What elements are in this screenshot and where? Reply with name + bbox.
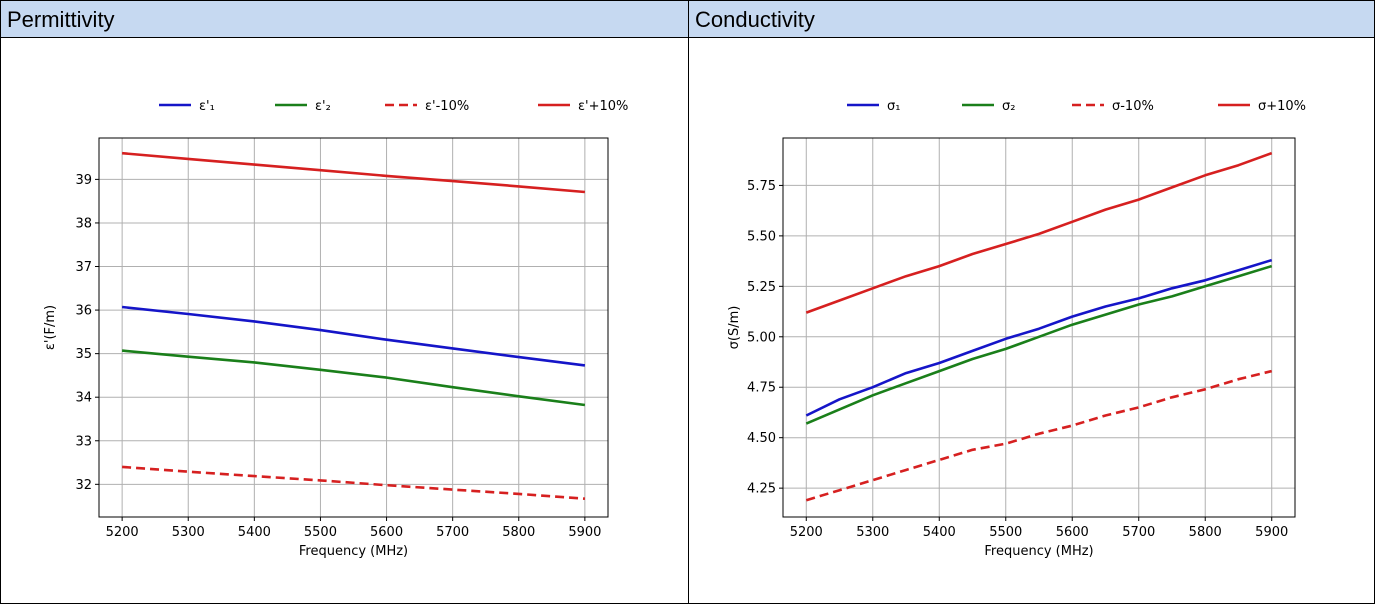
y-tick-label: 34 [75,391,92,406]
legend-label-2: σ-10% [1112,99,1154,114]
y-tick-label: 39 [75,173,92,188]
x-tick-label: 5800 [1189,525,1222,540]
legend-label-0: ε'₁ [199,99,215,114]
x-tick-label: 5500 [304,525,337,540]
legend-label-1: σ₂ [1002,99,1015,114]
y-tick-label: 4.75 [747,381,776,396]
y-tick-label: 5.50 [747,229,776,244]
series-line-2 [805,369,1273,502]
y-axis-label: σ(S/m) [727,306,742,350]
conductivity-chart: 5200 5300 5400 5500 5600 5700 5800 5900 4.25 4.50… [727,99,1306,559]
y-tick-label: 5.25 [747,280,776,295]
y-tick-label: 4.25 [747,482,776,497]
series-line-0 [121,305,586,367]
x-tick-label: 5400 [923,525,956,540]
y-tick-label: 37 [75,260,92,275]
x-tick-label: 5400 [238,525,271,540]
y-tick-label: 5.75 [747,179,776,194]
x-tick-label: 5700 [1122,525,1155,540]
series-line-3 [121,151,586,194]
x-axis-label: Frequency (MHz) [299,544,408,559]
legend-label-3: ε'+10% [578,99,628,114]
plot-frame [782,137,1296,518]
series-line-1 [805,264,1273,425]
y-tick-label: 32 [75,478,92,493]
legend-label-1: ε'₂ [315,99,331,114]
y-axis-label: ε'(F/m) [43,305,58,350]
x-tick-label: 5300 [172,525,205,540]
x-axis-label: Frequency (MHz) [984,544,1093,559]
legend-label-0: σ₁ [887,99,900,114]
legend-label-3: σ+10% [1258,99,1306,114]
x-tick-label: 5200 [106,525,139,540]
series-line-0 [805,258,1273,417]
plot-frame [98,137,609,518]
y-tick-label: 38 [75,216,92,231]
legend-label-2: ε'-10% [425,99,469,114]
y-tick-label: 35 [75,347,92,362]
x-tick-label: 5600 [370,525,403,540]
x-tick-label: 5900 [568,525,601,540]
x-tick-label: 5200 [790,525,823,540]
y-tick-label: 5.00 [747,330,776,345]
y-tick-label: 36 [75,304,92,319]
x-tick-label: 5700 [436,525,469,540]
x-tick-label: 5900 [1255,525,1288,540]
series-line-2 [122,465,585,500]
x-tick-label: 5800 [502,525,535,540]
x-tick-label: 5500 [989,525,1022,540]
series-line-1 [121,349,586,407]
header-permittivity: Permittivity [0,0,689,38]
header-conductivity: Conductivity [688,0,1375,38]
y-tick-label: 4.50 [747,431,776,446]
x-tick-label: 5600 [1056,525,1089,540]
permittivity-chart: 5200 5300 5400 5500 5600 5700 5800 5900 32 33 34 35… [43,99,628,559]
y-tick-label: 33 [75,434,92,449]
series-line-3 [805,151,1273,314]
x-tick-label: 5300 [856,525,889,540]
